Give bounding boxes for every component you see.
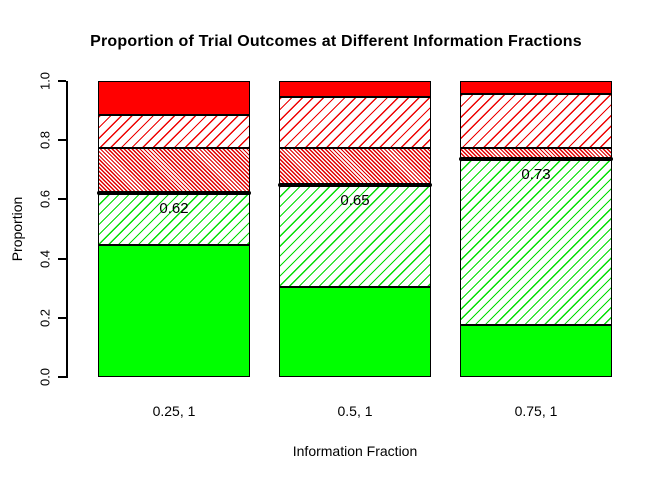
threshold-line [459, 157, 613, 161]
threshold-line [278, 183, 432, 187]
red-hatch-segment [460, 94, 612, 148]
x-tick-label: 0.25, 1 [152, 403, 196, 419]
y-axis-line [66, 81, 68, 378]
y-tick-label: 0.2 [37, 308, 53, 328]
y-tick-mark [58, 139, 66, 141]
red-hatch-segment [98, 115, 250, 148]
green-hatch-segment [279, 185, 431, 287]
solid-red-segment [98, 81, 250, 115]
y-tick-label: 0.4 [37, 249, 53, 269]
dense-red-hatch-segment [98, 148, 250, 193]
solid-green-segment [460, 325, 612, 377]
y-tick-label: 0.8 [37, 130, 53, 150]
threshold-value-label: 0.62 [159, 200, 189, 217]
green-hatch-segment [460, 159, 612, 325]
y-tick-label: 0.6 [37, 189, 53, 209]
dense-red-hatch-segment [279, 148, 431, 185]
threshold-value-label: 0.73 [521, 166, 551, 183]
chart-title: Proportion of Trial Outcomes at Differen… [90, 33, 582, 50]
red-hatch-segment [279, 97, 431, 148]
x-tick-label: 0.5, 1 [337, 403, 373, 419]
green-hatch-segment [98, 193, 250, 245]
threshold-value-label: 0.65 [340, 192, 370, 209]
x-tick-label: 0.75, 1 [514, 403, 558, 419]
y-tick-label: 0.0 [37, 367, 53, 387]
y-tick-mark [58, 376, 66, 378]
y-tick-mark [58, 317, 66, 319]
y-tick-mark [58, 80, 66, 82]
solid-green-segment [279, 287, 431, 377]
x-axis-title: Information Fraction [292, 443, 418, 459]
y-tick-mark [58, 198, 66, 200]
solid-red-segment [279, 81, 431, 97]
y-tick-label: 1.0 [37, 71, 53, 91]
threshold-line [97, 191, 251, 195]
y-tick-mark [58, 258, 66, 260]
y-axis-title: Proportion [9, 196, 25, 262]
solid-red-segment [460, 81, 612, 94]
solid-green-segment [98, 245, 250, 377]
